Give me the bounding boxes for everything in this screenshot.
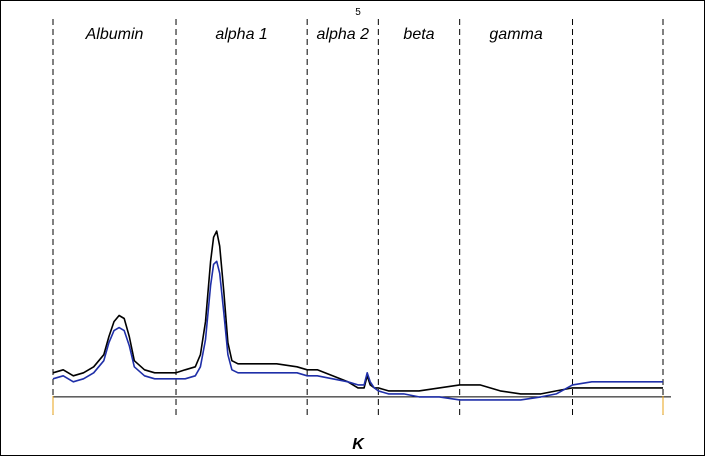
x-axis-label: K xyxy=(352,436,365,453)
section-dividers xyxy=(52,19,664,415)
page-number: 5 xyxy=(355,7,361,18)
boundary-markers xyxy=(52,395,664,415)
section-label-0: Albumin xyxy=(85,26,144,43)
section-label-2: alpha 2 xyxy=(317,26,370,43)
series-group xyxy=(52,230,663,401)
section-label-1: alpha 1 xyxy=(215,26,268,43)
series-line-0 xyxy=(52,230,663,395)
series-line-1 xyxy=(52,260,663,401)
section-label-3: beta xyxy=(403,26,434,43)
section-label-4: gamma xyxy=(489,26,542,43)
section-labels: Albumin alpha 1 alpha 2 beta gamma xyxy=(85,26,543,43)
